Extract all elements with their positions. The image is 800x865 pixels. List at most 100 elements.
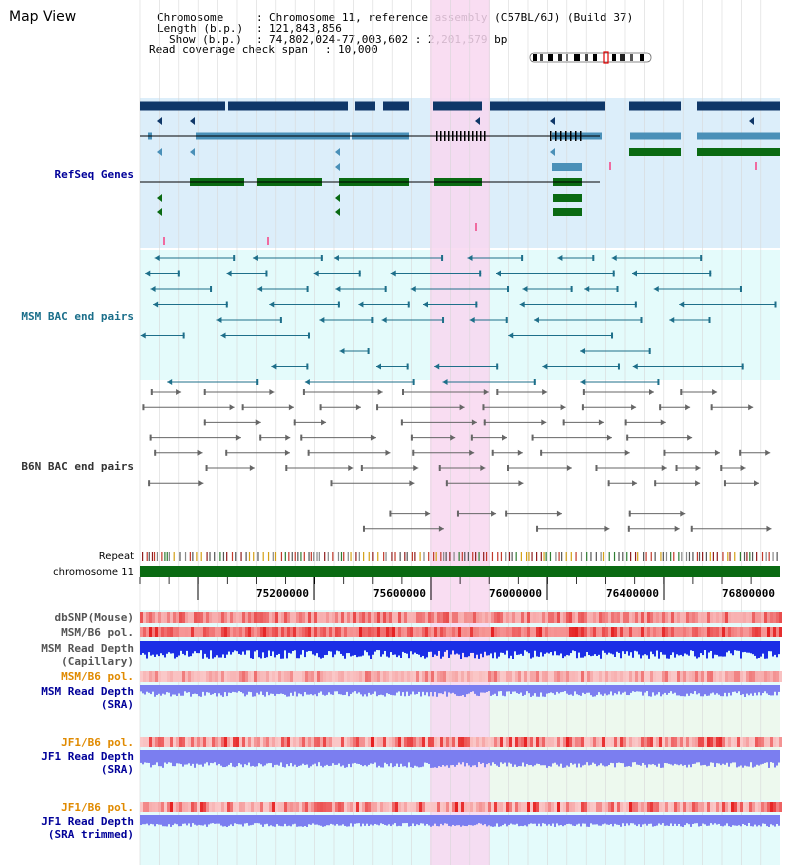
label-jf1-read-depth-sra[interactable]: JF1 Read Depth xyxy=(41,750,134,763)
pol-density-cell xyxy=(392,737,395,747)
msm-bac-pairs[interactable] xyxy=(140,255,777,385)
label-msm-b6-pol[interactable]: MSM/B6 pol. xyxy=(61,626,134,639)
read-depth-bar xyxy=(656,815,658,826)
read-depth-bar xyxy=(718,815,720,824)
pol-density-cell xyxy=(152,737,155,747)
pol-density-cell xyxy=(218,737,221,747)
read-depth-bar xyxy=(212,815,214,824)
read-depth-bar xyxy=(412,641,414,655)
label-dbsnp[interactable]: dbSNP(Mouse) xyxy=(54,611,134,624)
label-msm-b6-pol-2[interactable]: MSM/B6 pol. xyxy=(61,670,134,683)
refseq-gene-glyphs[interactable] xyxy=(140,101,780,246)
pol-density-cell xyxy=(401,627,404,637)
repeat-element xyxy=(350,552,352,561)
read-depth-bar xyxy=(142,815,144,825)
read-depth-bar xyxy=(188,641,190,657)
read-depth-bar xyxy=(216,815,218,824)
pol-density-cell xyxy=(467,737,470,747)
chromosome-ideogram[interactable] xyxy=(529,51,652,64)
gene-block xyxy=(383,101,409,111)
pol-density-cell xyxy=(650,627,653,637)
read-depth-bar xyxy=(212,750,214,764)
label-jf1-b6-pol-2[interactable]: JF1/B6 pol. xyxy=(61,801,134,814)
pol-density-cell xyxy=(272,612,275,623)
read-depth-bar xyxy=(354,750,356,763)
read-depth-bar xyxy=(422,685,424,692)
read-depth-bar xyxy=(370,685,372,695)
read-depth-bar xyxy=(594,685,596,697)
read-depth-bar xyxy=(612,815,614,827)
b6n-bac-end xyxy=(302,389,305,395)
b6n-bac-end xyxy=(255,419,261,426)
pol-density-cell xyxy=(353,612,356,623)
pol-density-cell xyxy=(746,627,749,637)
read-depth-bar xyxy=(626,815,628,824)
read-depth-bar xyxy=(578,815,580,824)
read-depth-bar xyxy=(462,815,464,826)
label-refseq-genes[interactable]: RefSeq Genes xyxy=(54,168,134,181)
repeat-element xyxy=(440,552,442,561)
read-depth-bar xyxy=(218,685,220,694)
pol-density-cell xyxy=(506,627,509,637)
read-depth-bar xyxy=(480,815,482,824)
pol-density-cell xyxy=(725,802,728,812)
read-depth-bar xyxy=(246,641,248,651)
repeat-element xyxy=(608,552,610,561)
marker-tick xyxy=(755,162,757,170)
read-depth-bar xyxy=(600,641,602,659)
read-depth-bar xyxy=(232,815,234,827)
pol-density-cell xyxy=(239,627,242,637)
label-chromosome[interactable]: chromosome 11 xyxy=(53,567,134,578)
pol-density-cell xyxy=(776,612,779,623)
pol-density-cell xyxy=(725,627,728,637)
label-msm-bac-end-pairs[interactable]: MSM BAC end pairs xyxy=(21,310,134,323)
pol-density-cell xyxy=(566,737,569,747)
read-depth-bar xyxy=(392,641,394,655)
read-depth-bar xyxy=(574,685,576,692)
label-jf1-read-depth-trimmed[interactable]: JF1 Read Depth xyxy=(41,815,134,828)
msm-bac-end xyxy=(407,301,410,308)
read-depth-bar xyxy=(612,641,614,655)
read-depth-bar xyxy=(494,685,496,694)
read-depth-bar xyxy=(620,685,622,695)
b6n-bac-end xyxy=(648,389,654,395)
label-repeat[interactable]: Repeat xyxy=(98,551,134,562)
read-depth-bar xyxy=(432,685,434,697)
read-depth-bar xyxy=(352,641,354,656)
read-depth-bar xyxy=(344,641,346,659)
read-depth-bar xyxy=(556,750,558,765)
read-depth-bar xyxy=(370,641,372,659)
pol-density-cell xyxy=(218,612,221,623)
pol-density-cell xyxy=(407,671,410,682)
read-depth-bar xyxy=(442,641,444,657)
read-depth-bar xyxy=(250,641,252,659)
read-depth-bar xyxy=(230,815,232,825)
pol-density-cell xyxy=(194,612,197,623)
read-depth-bar xyxy=(546,815,548,826)
pol-density-cell xyxy=(266,737,269,747)
read-depth-bar xyxy=(698,750,700,763)
read-depth-bar xyxy=(240,641,242,655)
pol-density-cell xyxy=(425,612,428,623)
label-msm-read-depth-capillary[interactable]: MSM Read Depth xyxy=(41,642,134,655)
read-depth-bar xyxy=(382,685,384,696)
label-jf1-b6-pol[interactable]: JF1/B6 pol. xyxy=(61,736,134,749)
pol-density-cell xyxy=(359,671,362,682)
read-depth-bar xyxy=(726,685,728,697)
read-depth-bar xyxy=(586,750,588,763)
read-depth-bar xyxy=(330,750,332,766)
chromosome-bar[interactable] xyxy=(140,566,780,577)
b6n-bac-pairs[interactable] xyxy=(142,389,772,532)
pol-density-cell xyxy=(545,802,548,812)
read-depth-bar xyxy=(474,641,476,659)
read-depth-bar xyxy=(482,641,484,658)
label-msm-read-depth-sra[interactable]: MSM Read Depth xyxy=(41,685,134,698)
read-depth-bar xyxy=(206,750,208,763)
read-depth-bar xyxy=(262,815,264,827)
read-depth-bar xyxy=(184,815,186,824)
read-depth-bar xyxy=(396,685,398,693)
label-b6n-bac-end-pairs[interactable]: B6N BAC end pairs xyxy=(21,460,134,473)
pol-density-cell xyxy=(422,627,425,637)
pol-density-cell xyxy=(413,802,416,812)
